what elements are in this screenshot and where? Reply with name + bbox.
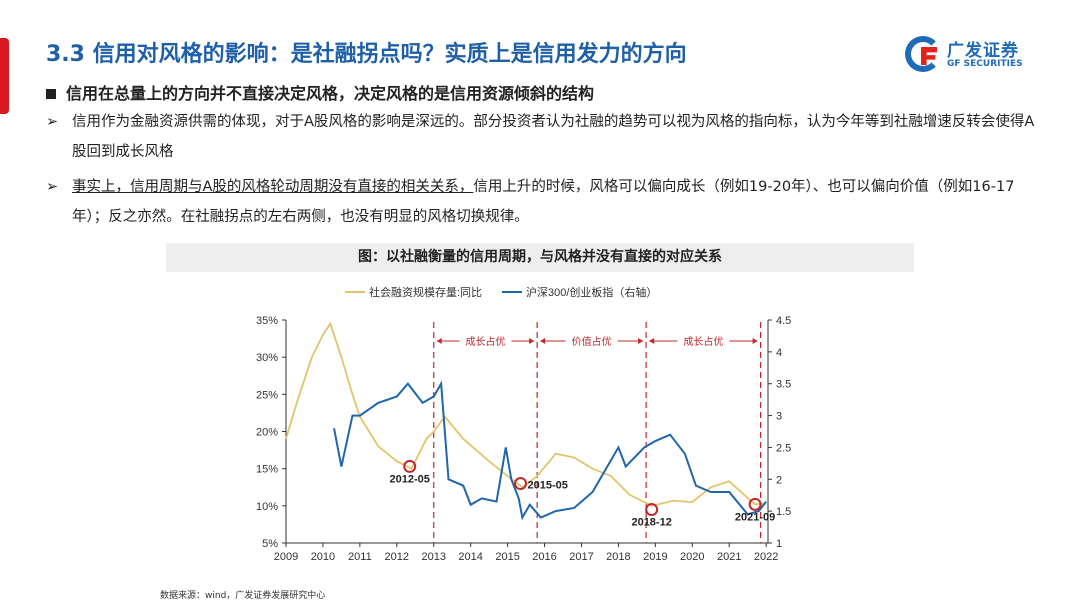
x-tick-label: 2015: [495, 551, 519, 563]
right-tick-label: 4: [776, 347, 782, 359]
bullet-1: ➢ 信用作为金融资源供需的体现，对于A股风格的影响是深远的。部分投资者认为社融的趋…: [46, 107, 1046, 167]
arrow-bullet-icon: ➢: [46, 179, 59, 195]
annotation-label: 2012-05: [390, 473, 430, 485]
arrow-bullet-icon: ➢: [46, 114, 59, 130]
x-tick-label: 2016: [532, 551, 556, 563]
legend-label-ratio: 沪深300/创业板指（右轴）: [526, 285, 657, 299]
left-tick-label: 35%: [256, 315, 278, 327]
subtitle-text: 信用在总量上的方向并不直接决定风格，决定风格的是信用资源倾斜的结构: [66, 84, 595, 103]
left-tick-label: 20%: [256, 427, 278, 439]
annotation-circle: [514, 477, 528, 491]
accent-bar: [0, 38, 9, 114]
series-line-ratio: [333, 380, 767, 521]
logo-icon: [905, 36, 941, 72]
bullet-text: 信用作为金融资源供需的体现，对于A股风格的影响是深远的。部分投资者认为社融的趋势…: [72, 114, 1035, 160]
series-line-credit: [285, 321, 767, 507]
left-tick-label: 10%: [256, 501, 278, 513]
annotation-circle: [748, 497, 762, 511]
left-tick-label: 30%: [256, 352, 278, 364]
x-tick-label: 2022: [754, 551, 778, 563]
annotation-circle: [645, 503, 659, 517]
logo-text-en: GF SECURITIES: [947, 59, 1023, 69]
source-note: 数据来源：wind，广发证券发展研究中心: [160, 591, 326, 601]
x-tick-label: 2014: [458, 551, 482, 563]
x-tick-label: 2013: [421, 551, 445, 563]
right-tick-label: 1: [776, 538, 782, 550]
regime-label: 价值占优: [572, 335, 612, 348]
logo-text-cn: 广发证券: [947, 41, 1019, 61]
chart: 社会融资规模存量:同比 沪深300/创业板指（右轴） 5% 10% 15% 20% 25% 3…: [256, 285, 791, 563]
x-tick-label: 2020: [680, 551, 704, 563]
subtitle: 信用在总量上的方向并不直接决定风格，决定风格的是信用资源倾斜的结构: [46, 80, 594, 104]
square-bullet-icon: [46, 89, 56, 99]
bullet-2: ➢ 事实上，信用周期与A股的风格轮动周期没有直接的相关关系，信用上升的时候，风格可…: [46, 172, 1046, 232]
x-tick-label: 2017: [569, 551, 593, 563]
right-tick-label: 4.5: [776, 315, 791, 327]
bullet-text: 信用上升的时候，风格可以偏向成长（例如19-20年）、也可以偏向价值（例如16-…: [72, 179, 1015, 225]
bullet-underlined-text: 事实上，信用周期与A股的风格轮动周期没有直接的相关关系，: [72, 179, 474, 195]
x-tick-label: 2021: [717, 551, 741, 563]
right-tick-label: 2.5: [776, 442, 791, 454]
annotation-label: 2015-05: [528, 480, 568, 492]
x-tick-label: 2009: [274, 551, 298, 563]
x-tick-label: 2012: [385, 551, 409, 563]
regime-label: 成长占优: [683, 335, 723, 348]
right-tick-label: 3: [776, 411, 782, 423]
x-tick-label: 2010: [311, 551, 335, 563]
left-tick-label: 15%: [256, 464, 278, 476]
left-tick-label: 5%: [262, 538, 278, 550]
annotation-label: 2021-09: [735, 511, 775, 523]
left-tick-label: 25%: [256, 389, 278, 401]
gf-securities-logo: 广发证券 GF SECURITIES: [905, 36, 1045, 74]
right-tick-label: 2: [776, 474, 782, 486]
x-tick-label: 2019: [643, 551, 667, 563]
right-tick-label: 1.5: [776, 506, 791, 518]
figure-caption: 图：以社融衡量的信用周期，与风格并没有直接的对应关系: [166, 243, 914, 272]
x-tick-label: 2011: [348, 551, 372, 563]
regime-label: 成长占优: [465, 335, 505, 348]
x-tick-label: 2018: [606, 551, 630, 563]
annotation-label: 2018-12: [631, 517, 671, 529]
right-tick-label: 3.5: [776, 379, 791, 391]
legend-label-credit: 社会融资规模存量:同比: [369, 285, 482, 299]
page-title: 3.3 信用对风格的影响：是社融拐点吗？实质上是信用发力的方向: [46, 42, 687, 67]
annotation-circle: [403, 459, 417, 473]
